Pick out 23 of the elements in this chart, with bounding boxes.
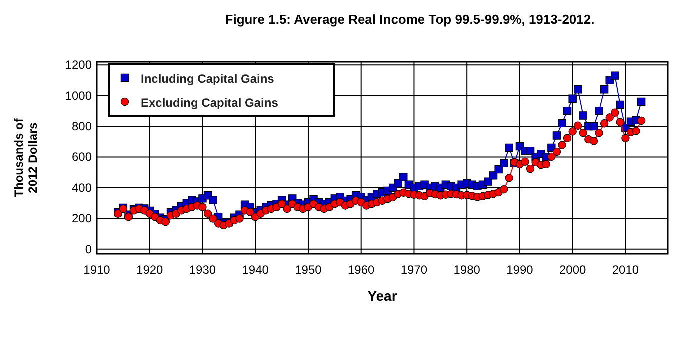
x-tick-label: 1910 [84, 263, 111, 277]
y-tick-label: 1000 [65, 88, 92, 103]
y-tick-label: 0 [85, 242, 92, 256]
x-tick-label: 2000 [559, 263, 587, 277]
y-tick-label: 800 [72, 120, 92, 134]
x-tick-label: 1940 [242, 263, 270, 277]
legend-label: Excluding Capital Gains [141, 96, 279, 110]
y-tick-label: 1200 [65, 58, 92, 72]
x-axis-title: Year [368, 288, 398, 304]
x-tick-label: 1990 [506, 263, 534, 277]
x-tick-label: 1920 [136, 263, 164, 277]
x-tick-label: 2010 [612, 263, 640, 277]
x-tick-label: 1950 [295, 263, 322, 277]
y-axis-title: Thousands of 2012 Dollars [12, 118, 40, 198]
y-tick-label: 600 [72, 150, 92, 164]
y-tick-label: 400 [72, 180, 92, 195]
x-tick-label: 1930 [189, 263, 216, 277]
x-tick-label: 1960 [348, 263, 376, 277]
legend-label: Including Capital Gains [141, 72, 275, 86]
x-tick-label: 1970 [400, 263, 428, 277]
chart-title: Figure 1.5: Average Real Income Top 99.5-99.9%, 1913-2012. [225, 12, 595, 27]
y-tick-label: 200 [72, 212, 92, 226]
x-tick-label: 1980 [454, 263, 481, 277]
